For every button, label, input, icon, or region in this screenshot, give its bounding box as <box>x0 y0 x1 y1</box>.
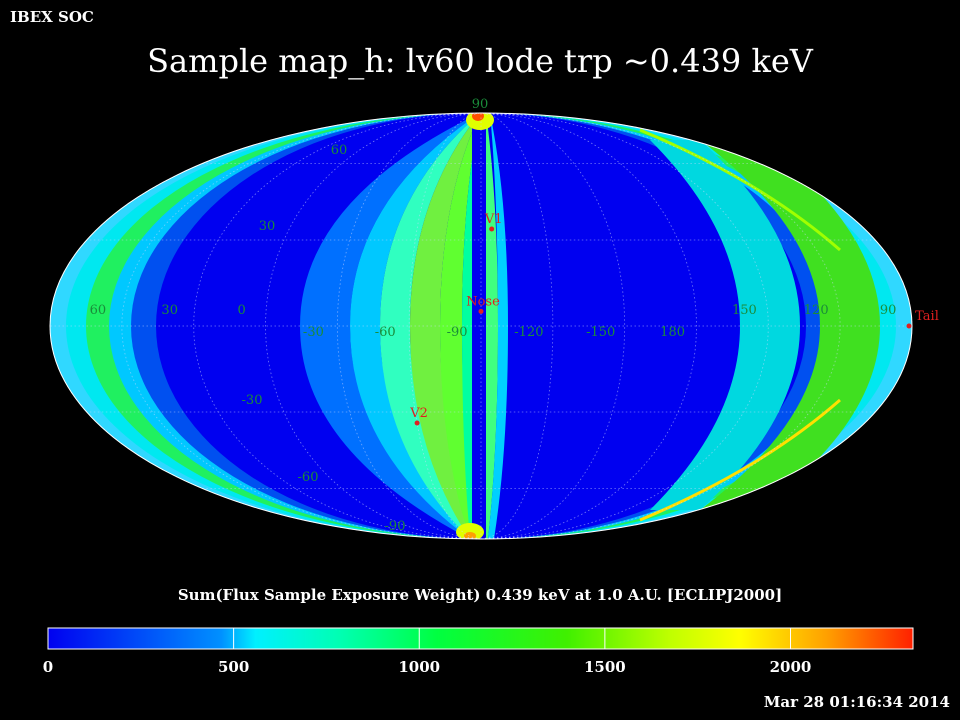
marker-label: Tail <box>915 309 939 324</box>
lon-label: 60 <box>90 303 107 318</box>
lon-label: -120 <box>514 325 543 340</box>
marker-dot <box>478 308 484 314</box>
colorbar-tick-label: 2000 <box>769 658 812 676</box>
colorbar-title: Sum(Flux Sample Exposure Weight) 0.439 k… <box>177 586 783 604</box>
colorbar-tick-label: 0 <box>42 658 54 676</box>
markers: V1 Nose V2 Tail <box>409 212 939 426</box>
lat-label: -30 <box>242 393 263 408</box>
lat-label: 90 <box>472 97 489 112</box>
lat-label: 60 <box>331 143 348 158</box>
colorbar-tick-label: 1000 <box>398 658 441 676</box>
colorbar-tick-label: 500 <box>217 658 250 676</box>
lon-label: 30 <box>161 303 178 318</box>
latitude-labels: 90 60 30 -30 -60 -90 <box>242 97 489 534</box>
org-label: IBEX SOC <box>10 8 94 26</box>
lat-label: 30 <box>259 219 276 234</box>
lon-label: -30 <box>303 325 324 340</box>
marker-dot <box>489 226 495 232</box>
colorbar-tick-label: 1500 <box>583 658 626 676</box>
map-title: Sample map_h: lv60 lode trp ~0.439 keV <box>147 42 813 80</box>
marker-label: Nose <box>466 294 500 309</box>
marker-label: V2 <box>409 406 428 421</box>
marker-label: V1 <box>484 212 503 227</box>
lon-label: 120 <box>804 303 829 318</box>
lon-label: 180 <box>660 325 685 340</box>
lon-label: -150 <box>586 325 615 340</box>
marker-dot <box>414 420 420 426</box>
lon-label: 150 <box>732 303 757 318</box>
marker-dot <box>906 323 912 329</box>
lon-label: -90 <box>447 325 468 340</box>
lat-label: -90 <box>385 519 406 534</box>
lon-label: 0 <box>237 303 245 318</box>
lon-label: -60 <box>375 325 396 340</box>
colorbar <box>47 627 914 650</box>
longitude-labels: 60 30 0 -30 -60 -90 -120 -150 180 150 120 90 <box>90 303 897 340</box>
colorbar-ticks <box>47 628 791 649</box>
lon-label: 90 <box>880 303 897 318</box>
lat-label: -60 <box>298 470 319 485</box>
timestamp: Mar 28 01:16:34 2014 <box>763 693 950 711</box>
